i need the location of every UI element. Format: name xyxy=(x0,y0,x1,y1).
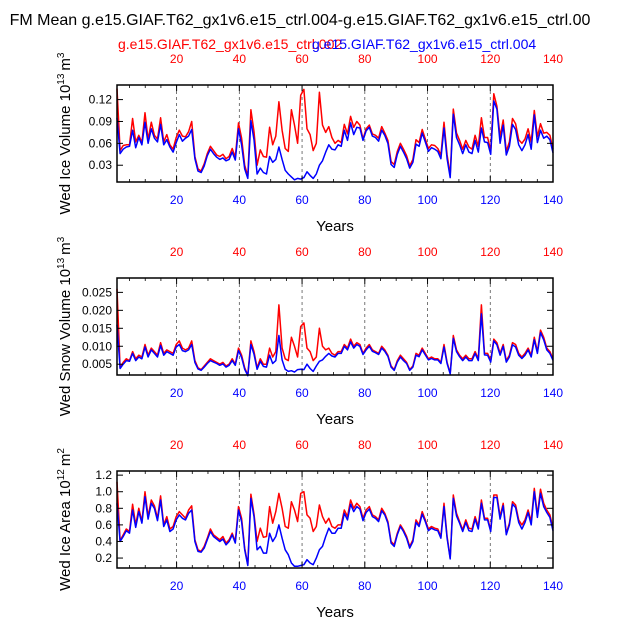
x-tick-label-bottom: 100 xyxy=(418,386,438,400)
x-tick-label-top: 140 xyxy=(543,245,563,259)
plot-frame xyxy=(116,84,554,183)
y-axis-label-main: Wed Ice Volume 10 xyxy=(57,85,74,215)
x-tick-label-bottom: 40 xyxy=(233,193,247,207)
y-axis-label-main: Wed Ice Area 10 xyxy=(57,480,74,591)
y-axis-label-unit: m xyxy=(57,58,74,71)
y-tick-label: 0.4 xyxy=(95,534,112,548)
x-tick-label-bottom: 80 xyxy=(358,579,372,593)
x-tick-label-bottom: 100 xyxy=(418,193,438,207)
y-tick-label: 0.025 xyxy=(82,285,112,299)
y-tick-label: 1.2 xyxy=(95,468,112,482)
x-tick-label-bottom: 120 xyxy=(480,193,500,207)
legend-blue-label: g.e15.GIAF.T62_gx1v6.e15_ctrl.004 xyxy=(312,36,536,52)
x-tick-label-bottom: 20 xyxy=(170,386,184,400)
x-tick-label-bottom: 140 xyxy=(543,386,563,400)
y-axis-label-unit-exp: 3 xyxy=(56,236,67,242)
panels: 0.03 0.06 0.09 0.12 20 40 60 80 100 120 140 20 40 60 8… xyxy=(56,52,563,619)
y-axis-label: Wed Snow Volume 1013 m3 xyxy=(56,236,74,416)
plot-frame xyxy=(116,277,554,376)
x-tick-label-top: 120 xyxy=(480,438,500,452)
x-tick-label-top: 60 xyxy=(295,52,309,66)
y-tick-label: 0.8 xyxy=(95,501,112,515)
x-tick-label-top: 80 xyxy=(358,438,372,452)
plot-frame xyxy=(116,470,554,569)
panel-3: 0.2 0.4 0.6 0.8 1.0 1.2 20 40 60 80 100 120 140 20 40 6… xyxy=(56,438,563,619)
y-tick-label: 0.010 xyxy=(82,339,112,353)
x-tick-label-top: 40 xyxy=(233,52,247,66)
series-line-blue xyxy=(116,313,554,377)
y-axis-label-unit-exp: 3 xyxy=(56,52,67,58)
y-axis-label-unit-exp: 2 xyxy=(56,448,67,454)
y-axis-label-unit: m xyxy=(57,242,74,255)
y-axis-label-exp: 12 xyxy=(56,469,67,481)
x-tick-label-top: 60 xyxy=(295,245,309,259)
x-tick-label-top: 100 xyxy=(418,438,438,452)
y-axis-label-main: Wed Snow Volume 10 xyxy=(57,269,74,416)
x-tick-label-top: 20 xyxy=(170,52,184,66)
series-line-red xyxy=(116,481,554,566)
x-tick-label-bottom: 20 xyxy=(170,193,184,207)
x-tick-label-bottom: 80 xyxy=(358,386,372,400)
y-tick-label: 0.6 xyxy=(95,518,112,532)
y-axis-label: Wed Ice Area 1012 m2 xyxy=(56,448,74,591)
x-tick-label-top: 140 xyxy=(543,438,563,452)
x-tick-label-top: 100 xyxy=(418,52,438,66)
y-axis-label: Wed Ice Volume 1013 m3 xyxy=(56,52,74,214)
series-line-red xyxy=(116,88,554,177)
x-axis-label: Years xyxy=(316,411,354,428)
y-axis-label-exp: 13 xyxy=(56,257,67,269)
y-axis-label-unit: m xyxy=(57,454,74,467)
legend-red-label: g.e15.GIAF.T62_gx1v6.e15_ctrl.002 xyxy=(118,36,342,52)
x-tick-label-bottom: 60 xyxy=(295,579,309,593)
series-line-blue xyxy=(116,490,554,568)
panel-2: 0.005 0.010 0.015 0.020 0.025 20 40 60 80 100 120 1… xyxy=(56,236,563,428)
y-tick-label: 1.0 xyxy=(95,485,112,499)
y-tick-label: 0.005 xyxy=(82,357,112,371)
x-axis-label: Years xyxy=(316,218,354,235)
figure-title: FM Mean g.e15.GIAF.T62_gx1v6.e15_ctrl.00… xyxy=(10,12,591,29)
x-tick-label-top: 60 xyxy=(295,438,309,452)
x-tick-label-bottom: 40 xyxy=(233,579,247,593)
x-tick-label-bottom: 60 xyxy=(295,193,309,207)
x-tick-label-bottom: 140 xyxy=(543,579,563,593)
x-tick-label-bottom: 20 xyxy=(170,579,184,593)
x-tick-label-top: 140 xyxy=(543,52,563,66)
x-tick-label-bottom: 140 xyxy=(543,193,563,207)
y-tick-label: 0.06 xyxy=(89,136,113,150)
series-line-blue xyxy=(116,100,554,181)
x-tick-label-top: 80 xyxy=(358,245,372,259)
x-tick-label-bottom: 120 xyxy=(480,579,500,593)
x-tick-label-bottom: 80 xyxy=(358,193,372,207)
y-tick-label: 0.09 xyxy=(89,114,113,128)
y-axis-label-exp: 13 xyxy=(56,73,67,85)
y-tick-label: 0.03 xyxy=(89,158,113,172)
x-tick-label-top: 20 xyxy=(170,245,184,259)
x-tick-label-top: 40 xyxy=(233,245,247,259)
x-tick-label-top: 100 xyxy=(418,245,438,259)
x-tick-label-bottom: 100 xyxy=(418,579,438,593)
x-tick-label-bottom: 40 xyxy=(233,386,247,400)
series-line-red xyxy=(116,288,554,376)
x-tick-label-top: 20 xyxy=(170,438,184,452)
x-axis-label: Years xyxy=(316,604,354,619)
panel-1: 0.03 0.06 0.09 0.12 20 40 60 80 100 120 140 20 40 60 8… xyxy=(56,52,563,235)
x-tick-label-top: 80 xyxy=(358,52,372,66)
y-tick-label: 0.12 xyxy=(89,93,113,107)
x-tick-label-top: 120 xyxy=(480,52,500,66)
y-tick-label: 0.2 xyxy=(95,551,112,565)
y-tick-label: 0.015 xyxy=(82,321,112,335)
y-tick-label: 0.020 xyxy=(82,303,112,317)
x-tick-label-bottom: 120 xyxy=(480,386,500,400)
x-tick-label-top: 40 xyxy=(233,438,247,452)
x-tick-label-bottom: 60 xyxy=(295,386,309,400)
x-tick-label-top: 120 xyxy=(480,245,500,259)
